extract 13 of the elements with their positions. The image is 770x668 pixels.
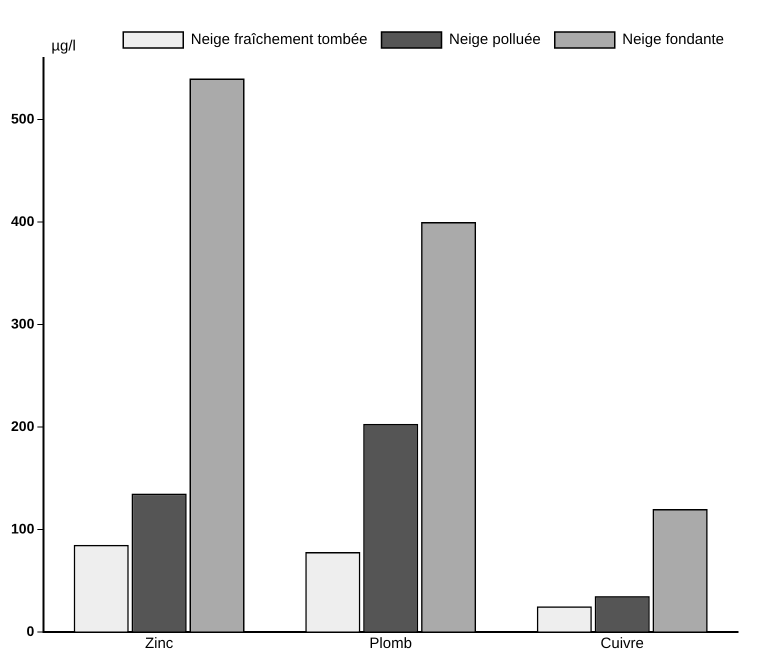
- y-axis-title: µg/l: [51, 38, 76, 55]
- y-tick-label: 200: [11, 418, 35, 434]
- y-tick-label: 300: [11, 315, 35, 332]
- x-tick-label: Zinc: [144, 635, 174, 652]
- y-tick-label: 0: [26, 622, 35, 639]
- y-tick-label: 100: [11, 520, 35, 536]
- legend-label: Neige polluée: [449, 31, 541, 48]
- y-tick-label: 500: [11, 110, 35, 126]
- legend-label: Neige fraîchement tombée: [190, 31, 368, 48]
- y-tick-label: 400: [11, 212, 35, 229]
- x-tick-label: Plomb: [369, 635, 412, 652]
- legend-label: Neige fondante: [622, 31, 724, 48]
- x-tick-label: Cuivre: [600, 635, 644, 652]
